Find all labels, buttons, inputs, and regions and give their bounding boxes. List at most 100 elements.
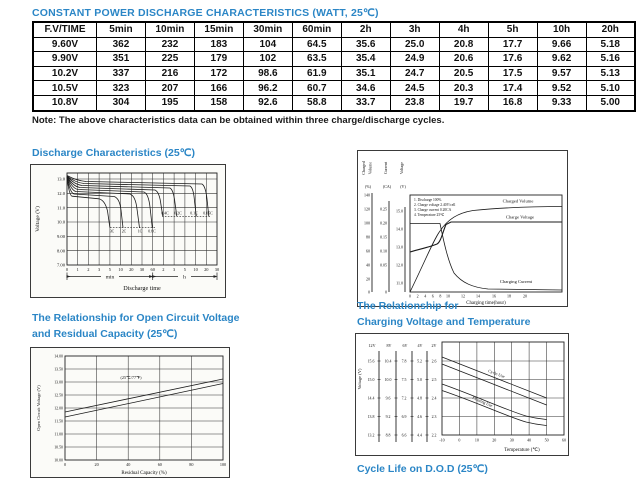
svg-text:20: 20 bbox=[95, 462, 99, 467]
table-cell: 35.4 bbox=[340, 51, 391, 67]
unit-min-label: min bbox=[106, 275, 115, 281]
table-cell: 102 bbox=[242, 51, 293, 67]
svg-text:10.0: 10.0 bbox=[385, 378, 392, 382]
svg-text:4.6: 4.6 bbox=[417, 415, 422, 419]
discharge-chart-svg: 13.0 12.0 11.0 10.0 9.00 8.00 7.00 0 1 2… bbox=[34, 172, 220, 292]
temp-xlabel: Temperature (℃) bbox=[504, 447, 540, 453]
ocv-annotation: (25℃/77℉) bbox=[120, 375, 142, 380]
table-cell: 172 bbox=[193, 65, 244, 82]
table-cell: 60.7 bbox=[291, 80, 342, 96]
svg-text:13.0: 13.0 bbox=[396, 245, 403, 250]
charged-volume-curve bbox=[409, 206, 563, 293]
ocv-ylabel: Open Circuit Voltage (V) bbox=[36, 385, 41, 431]
charging-current-curve bbox=[410, 223, 563, 291]
svg-text:30: 30 bbox=[215, 267, 220, 272]
svg-text:10.50: 10.50 bbox=[54, 446, 63, 450]
table-cell: 9.90V bbox=[32, 51, 97, 67]
table-cell: 225 bbox=[144, 51, 195, 67]
table-cell: 9.66 bbox=[536, 36, 587, 53]
svg-text:7.5: 7.5 bbox=[402, 378, 407, 382]
table-cell: 19.7 bbox=[438, 94, 489, 112]
table-cell: 20.6 bbox=[438, 51, 489, 67]
svg-text:2: 2 bbox=[87, 267, 89, 272]
charging-axis-lines bbox=[371, 193, 406, 292]
svg-text:12: 12 bbox=[461, 294, 465, 299]
svg-text:10.4: 10.4 bbox=[385, 360, 392, 364]
table-cell: 5.00 bbox=[585, 94, 636, 112]
svg-text:1: 1 bbox=[77, 267, 79, 272]
charging-chart: Charged Volume Current Voltage (%) (CA) … bbox=[357, 150, 568, 307]
svg-text:13.50: 13.50 bbox=[54, 368, 63, 372]
table-cell: 232 bbox=[144, 36, 195, 53]
table-cell: 33.7 bbox=[340, 94, 391, 112]
temp-chart: 12V 8V 6V 4V 2V 15.6 10.4 7.8 5.2 2.6 15.0 10… bbox=[355, 333, 569, 456]
table-cell: 337 bbox=[96, 65, 146, 82]
svg-text:13.2: 13.2 bbox=[368, 434, 375, 438]
charged-volume-label: Charged Volume bbox=[503, 199, 534, 204]
table-cell: 304 bbox=[96, 94, 146, 112]
table-row: 9.90V 351 225 179 102 63.5 35.4 24.9 20.6 17.6 9.6… bbox=[32, 51, 636, 67]
svg-text:100: 100 bbox=[364, 221, 370, 226]
charging-curve-labels: Charged Volume Charge Voltage Charging C… bbox=[500, 199, 534, 285]
svg-text:0.05C: 0.05C bbox=[203, 211, 213, 215]
charging-plot-frame bbox=[409, 194, 563, 293]
svg-text:10: 10 bbox=[446, 294, 450, 299]
svg-text:0.1C: 0.1C bbox=[190, 211, 198, 215]
svg-text:0.2C: 0.2C bbox=[174, 211, 182, 215]
svg-text:50: 50 bbox=[545, 438, 549, 443]
current-ticks: 0.25 0.20 0.15 0.10 0.05 0 bbox=[380, 207, 387, 295]
table-cell: 195 bbox=[144, 94, 195, 112]
temp-xticks: -10 0 10 20 30 40 50 60 bbox=[439, 438, 566, 443]
svg-text:1C: 1C bbox=[138, 230, 143, 234]
table-cell: 16.8 bbox=[487, 94, 538, 112]
svg-text:8V: 8V bbox=[386, 343, 391, 348]
table-head: F.V/TIME 5min 10min 15min 30min 60min 2h 3h 4h 5h… bbox=[32, 21, 636, 38]
svg-text:10: 10 bbox=[118, 267, 123, 272]
svg-text:2V: 2V bbox=[431, 343, 436, 348]
current-axis-word: Current bbox=[383, 161, 388, 174]
charge-voltage-label: Charge Voltage bbox=[506, 215, 534, 220]
temp-ylabel: Voltage (V) bbox=[357, 368, 362, 390]
svg-text:2.5: 2.5 bbox=[432, 378, 437, 382]
ocv-plot-frame bbox=[64, 355, 224, 461]
discharge-plot-frame bbox=[66, 172, 218, 266]
floating-use-label: Floating Use bbox=[472, 395, 494, 408]
table-cell: 5.13 bbox=[585, 65, 636, 82]
table-header-cell: 20h bbox=[585, 21, 636, 38]
table-row: 10.2V 337 216 172 98.6 61.9 35.1 24.7 20.5 17.5 9.… bbox=[32, 65, 636, 82]
ocv-title-line2: and Residual Capacity (25℃) bbox=[32, 328, 178, 340]
svg-text:7.00: 7.00 bbox=[57, 263, 66, 268]
temp-title-line1: The Relationship for bbox=[357, 300, 459, 312]
time-unit-arrows bbox=[66, 272, 218, 280]
table-cell: 20.3 bbox=[438, 80, 489, 96]
ocv-xticks: 0 20 40 60 80 100 bbox=[64, 462, 226, 467]
temp-scale-values: 15.6 10.4 7.8 5.2 2.6 15.0 10.0 7.5 5.0 2.5 14.4… bbox=[368, 360, 437, 438]
temp-col-headers: 12V 8V 6V 4V 2V bbox=[368, 343, 436, 348]
temp-plot-frame bbox=[441, 341, 565, 436]
svg-text:15.0: 15.0 bbox=[368, 378, 375, 382]
discharge-chart-title: Discharge Characteristics (25℃) bbox=[32, 147, 195, 159]
svg-text:140: 140 bbox=[364, 193, 370, 198]
table-header-cell: 2h bbox=[340, 21, 391, 38]
table-cell: 24.7 bbox=[389, 65, 440, 82]
table-cell: 351 bbox=[96, 51, 146, 67]
ocv-chart-svg: 14.00 13.50 13.00 12.50 12.00 11.50 11.0… bbox=[36, 355, 226, 477]
svg-text:6.9: 6.9 bbox=[402, 415, 407, 419]
table-cell: 35.6 bbox=[340, 36, 391, 53]
svg-text:16: 16 bbox=[492, 294, 496, 299]
unit-h-label: h bbox=[183, 275, 186, 281]
charge-voltage-curve bbox=[409, 221, 562, 253]
ocv-xlabel: Residual Capacity (%) bbox=[121, 471, 167, 476]
table-header-cell: 10h bbox=[536, 21, 587, 38]
svg-text:2C: 2C bbox=[122, 230, 127, 234]
table-cell: 5.16 bbox=[585, 51, 636, 67]
discharge-curves bbox=[66, 175, 210, 228]
svg-text:13.00: 13.00 bbox=[54, 381, 63, 385]
svg-text:80: 80 bbox=[189, 462, 193, 467]
svg-text:60: 60 bbox=[151, 267, 156, 272]
svg-text:30: 30 bbox=[510, 438, 514, 443]
svg-text:9.00: 9.00 bbox=[57, 234, 66, 239]
svg-text:0.10: 0.10 bbox=[380, 249, 387, 254]
svg-text:12.0: 12.0 bbox=[396, 263, 403, 268]
temp-axis-lines bbox=[378, 351, 428, 442]
